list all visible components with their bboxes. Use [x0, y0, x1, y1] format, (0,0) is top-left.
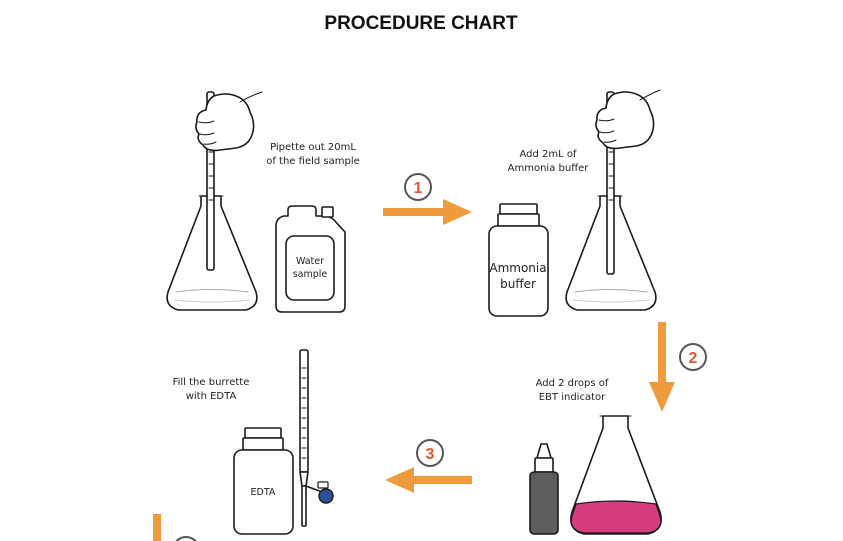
chart-title: PROCEDURE CHART [324, 13, 518, 34]
hand-icon [195, 91, 263, 152]
ammonia-buffer-label-line1: Ammonia [489, 261, 546, 275]
ammonia-buffer-label-line2: buffer [500, 277, 536, 291]
burette-stopcock-icon [305, 481, 334, 504]
edta-label: EDTA [251, 487, 276, 498]
water-sample-label-line1: Water [296, 256, 324, 267]
step-1-badge: 1 [404, 173, 432, 201]
step-2-number: 2 [689, 350, 698, 367]
edta-bottle-icon: EDTA [233, 427, 294, 535]
step-badge-partial [175, 536, 197, 541]
step-1-number: 1 [414, 180, 423, 197]
burette-icon [299, 349, 309, 527]
arrow-down-icon [153, 514, 161, 541]
fill-burette-caption-line2: with EDTA [186, 391, 237, 402]
water-sample-jerrycan-icon: Water sample [275, 205, 346, 313]
fill-burette-caption-line1: Fill the burrette [173, 377, 250, 388]
step-2-caption-line1: Add 2mL of [519, 149, 577, 160]
ammonia-buffer-bottle-icon: Ammonia buffer [488, 203, 549, 317]
arrow-right-icon [383, 199, 472, 225]
step-3-number: 3 [426, 446, 435, 463]
arrow-left-icon [385, 467, 472, 493]
step-3-caption-line2: EBT indicator [539, 392, 606, 403]
dropper-bottle-icon [529, 443, 559, 535]
indicator-flask-icon [570, 415, 662, 535]
step-3-badge: 3 [416, 439, 444, 467]
step-2-caption-line2: Ammonia buffer [508, 163, 590, 174]
step-1-caption-line1: Pipette out 20mL [270, 142, 356, 153]
water-sample-label-line2: sample [293, 269, 328, 280]
step-3-caption-line1: Add 2 drops of [536, 378, 609, 389]
hand-icon [595, 89, 661, 150]
step-1-caption-line2: of the field sample [266, 156, 360, 167]
arrow-down-icon [649, 322, 675, 412]
step-2-badge: 2 [679, 343, 707, 371]
